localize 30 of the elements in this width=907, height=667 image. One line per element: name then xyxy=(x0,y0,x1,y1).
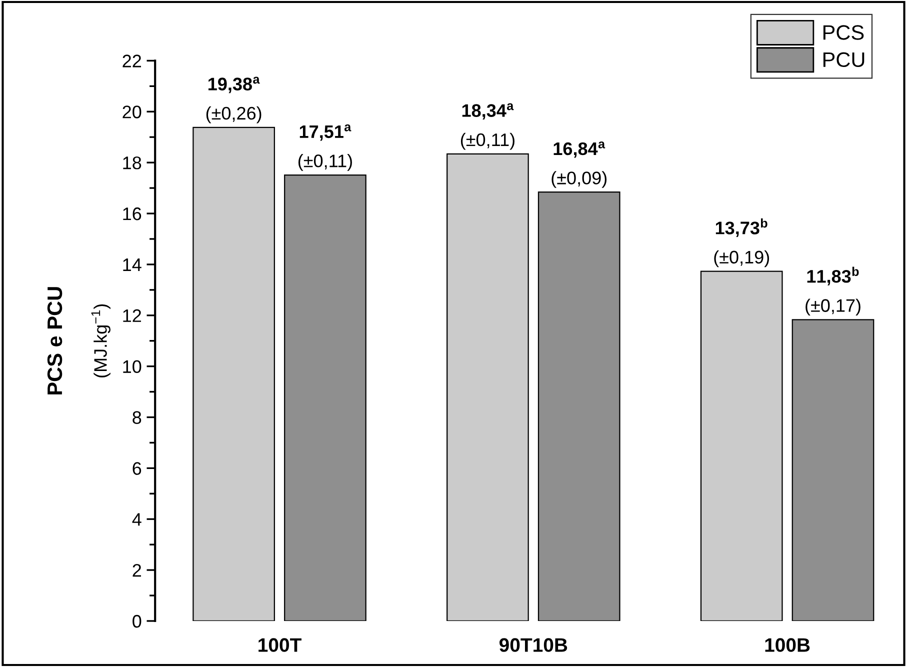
y-tick-label: 8 xyxy=(132,411,142,424)
text: PCS e PCU (MJ.kg$^{−1}$) xyxy=(47,287,110,394)
y-tick-label: 2 xyxy=(132,564,141,577)
text: 17,51$^{a}$ (±0,11) xyxy=(298,124,352,171)
legend-label: PCS xyxy=(823,25,864,40)
y-tick-label: 6 xyxy=(132,462,142,475)
legend-label: PCU xyxy=(823,52,864,68)
text: 13,73$^{b}$ (±0,19) xyxy=(714,218,770,268)
y-tick-label: 14 xyxy=(123,258,142,271)
x-tick-label: 100T xyxy=(258,638,302,652)
x-tick-label: 100B xyxy=(765,638,810,652)
bar xyxy=(792,319,874,621)
y-tick-label: 12 xyxy=(123,309,141,322)
text: 16,84$^{a}$ (±0,09) xyxy=(552,141,607,188)
bar xyxy=(700,270,783,621)
text: 19,38$^{a}$ (±0,26) xyxy=(206,76,262,124)
y-tick-label: 22 xyxy=(122,54,141,68)
y-tick-label: 4 xyxy=(132,513,142,526)
x-tick-label: 90T10B xyxy=(499,638,568,652)
text: 18,34$^{a}$ (±0,11) xyxy=(460,103,514,150)
bar xyxy=(284,174,366,621)
bar xyxy=(192,126,275,621)
y-tick-label: 20 xyxy=(122,106,142,118)
bar xyxy=(538,192,620,621)
y-tick-label: 10 xyxy=(123,360,142,374)
y-tick-label: 18 xyxy=(123,156,142,170)
y-tick-label: 16 xyxy=(123,207,142,220)
text: 11,83$^{b}$ (±0,17) xyxy=(806,266,860,316)
bar xyxy=(446,153,529,621)
y-tick-label: 0 xyxy=(132,614,142,628)
